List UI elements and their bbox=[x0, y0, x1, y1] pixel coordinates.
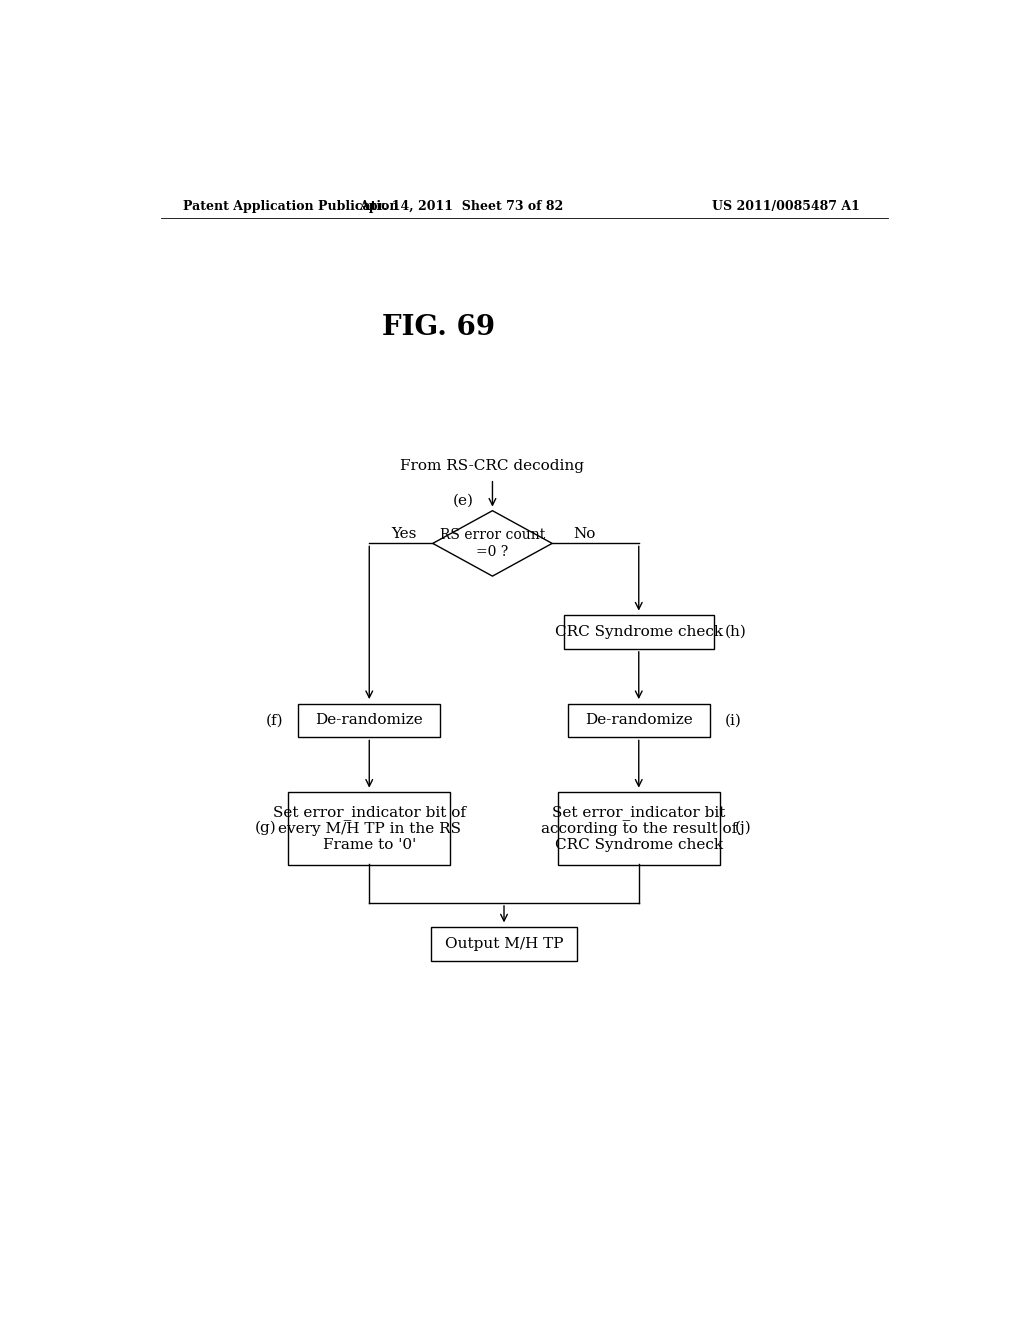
Text: RS error count
=0 ?: RS error count =0 ? bbox=[440, 528, 545, 558]
Text: Set error_indicator bit of
every M/H TP in the RS
Frame to '0': Set error_indicator bit of every M/H TP … bbox=[272, 805, 466, 851]
Text: Output M/H TP: Output M/H TP bbox=[444, 937, 563, 950]
Text: (e): (e) bbox=[453, 494, 474, 508]
Text: FIG. 69: FIG. 69 bbox=[382, 314, 496, 342]
Text: (j): (j) bbox=[734, 821, 751, 836]
Text: (i): (i) bbox=[725, 714, 741, 727]
Text: Yes: Yes bbox=[391, 527, 416, 541]
Text: (g): (g) bbox=[254, 821, 276, 836]
FancyBboxPatch shape bbox=[567, 704, 710, 738]
FancyBboxPatch shape bbox=[289, 792, 451, 865]
Text: (h): (h) bbox=[724, 624, 746, 639]
Text: From RS-CRC decoding: From RS-CRC decoding bbox=[400, 459, 585, 474]
Text: CRC Syndrome check: CRC Syndrome check bbox=[555, 624, 723, 639]
Text: Patent Application Publication: Patent Application Publication bbox=[183, 199, 398, 213]
Text: De-randomize: De-randomize bbox=[315, 714, 423, 727]
Text: No: No bbox=[573, 527, 596, 541]
Text: (f): (f) bbox=[266, 714, 284, 727]
FancyBboxPatch shape bbox=[558, 792, 720, 865]
Polygon shape bbox=[433, 511, 552, 576]
Text: Apr. 14, 2011  Sheet 73 of 82: Apr. 14, 2011 Sheet 73 of 82 bbox=[359, 199, 564, 213]
Text: Set error_indicator bit
according to the result of
CRC Syndrome check: Set error_indicator bit according to the… bbox=[541, 805, 737, 851]
Text: De-randomize: De-randomize bbox=[585, 714, 692, 727]
FancyBboxPatch shape bbox=[563, 615, 714, 649]
FancyBboxPatch shape bbox=[431, 927, 578, 961]
Text: US 2011/0085487 A1: US 2011/0085487 A1 bbox=[712, 199, 860, 213]
FancyBboxPatch shape bbox=[298, 704, 440, 738]
